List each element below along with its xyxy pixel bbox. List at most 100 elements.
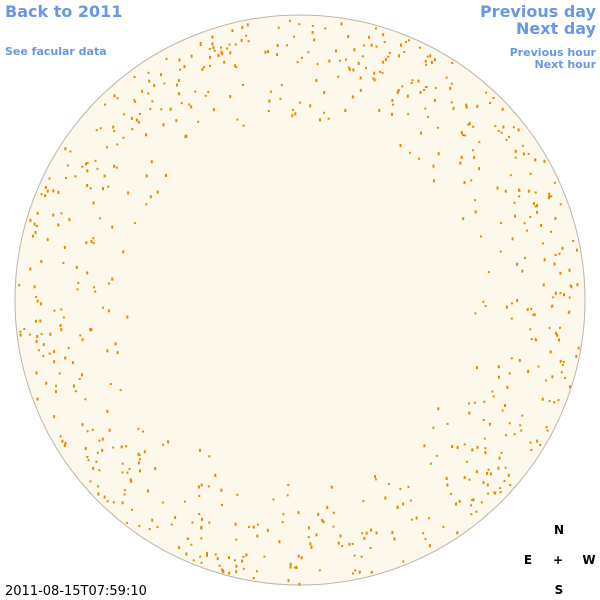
facula: [353, 48, 356, 52]
facula: [473, 401, 476, 404]
facula: [116, 351, 119, 355]
facula: [153, 84, 156, 87]
facula: [106, 410, 109, 413]
facula: [53, 415, 56, 419]
facula: [123, 493, 126, 496]
facula: [131, 508, 133, 511]
prev-day-link[interactable]: Previous day: [480, 2, 597, 21]
facula: [324, 27, 327, 30]
facula: [497, 365, 500, 369]
facula: [428, 544, 431, 548]
facula: [183, 500, 186, 503]
facula: [460, 155, 463, 159]
facula: [111, 277, 114, 281]
facula: [501, 107, 504, 111]
facula: [370, 43, 373, 47]
facula: [92, 237, 95, 240]
facula: [552, 296, 555, 299]
facula: [519, 424, 522, 427]
facula: [463, 443, 466, 446]
facula: [378, 108, 381, 112]
facula: [188, 103, 191, 106]
facula: [102, 187, 104, 191]
facula: [328, 59, 331, 63]
facula: [289, 19, 291, 22]
facula: [514, 214, 517, 218]
facula: [483, 400, 486, 403]
facula: [311, 24, 314, 27]
facula: [337, 75, 340, 78]
facula: [498, 375, 500, 379]
facula: [245, 553, 248, 557]
facula: [76, 288, 79, 291]
facula: [491, 390, 494, 393]
facula: [419, 90, 422, 94]
facula: [449, 86, 452, 90]
facula: [561, 363, 564, 366]
facular-link[interactable]: See facular data: [5, 45, 107, 58]
facula: [513, 201, 516, 204]
facula: [465, 103, 468, 107]
facula: [218, 564, 221, 567]
facula: [48, 352, 51, 355]
next-day-link[interactable]: Next day: [516, 19, 597, 38]
facula: [40, 260, 43, 263]
facula: [322, 520, 325, 524]
facula: [508, 422, 511, 425]
facula: [282, 513, 285, 516]
facula: [330, 485, 333, 489]
facula: [53, 360, 56, 364]
facula: [424, 538, 427, 541]
facula: [200, 525, 203, 529]
facula: [57, 223, 60, 227]
facula: [73, 384, 75, 388]
facula: [407, 113, 410, 116]
facula: [268, 99, 271, 103]
facula: [489, 102, 492, 104]
back-link[interactable]: Back to 2011: [5, 2, 122, 21]
facula: [486, 483, 489, 487]
facula: [501, 409, 504, 412]
facula: [381, 71, 384, 74]
facula: [550, 195, 553, 198]
facula: [60, 212, 63, 215]
facula: [86, 271, 89, 275]
facula: [116, 97, 119, 100]
facula: [474, 210, 477, 214]
facula: [487, 468, 490, 471]
facula: [60, 328, 63, 332]
facula: [246, 23, 249, 27]
facula: [178, 92, 181, 96]
facula: [418, 46, 421, 49]
facula: [514, 156, 517, 159]
facula: [104, 103, 106, 106]
facula: [101, 437, 104, 441]
facula: [427, 115, 429, 118]
facula: [44, 186, 47, 189]
facula: [311, 31, 314, 34]
facula: [174, 516, 177, 520]
facula: [348, 542, 351, 546]
facula: [191, 521, 194, 524]
facula: [84, 398, 87, 401]
facula: [527, 369, 530, 373]
facula: [212, 108, 215, 112]
faculae: [18, 19, 580, 586]
next-hour-link[interactable]: Next hour: [535, 58, 597, 71]
facula: [537, 365, 540, 368]
facula: [235, 66, 238, 69]
facula: [296, 61, 299, 64]
facula: [471, 448, 474, 452]
prev-hour-link[interactable]: Previous hour: [510, 46, 597, 59]
facula: [121, 501, 124, 505]
facula: [415, 516, 418, 520]
facula: [138, 458, 141, 461]
compass-north: N: [554, 523, 564, 537]
facula: [294, 112, 297, 116]
facula: [185, 134, 188, 138]
facula: [524, 256, 526, 259]
facula: [122, 136, 125, 139]
facula: [112, 125, 115, 129]
facula: [247, 525, 250, 528]
facula: [228, 571, 231, 575]
